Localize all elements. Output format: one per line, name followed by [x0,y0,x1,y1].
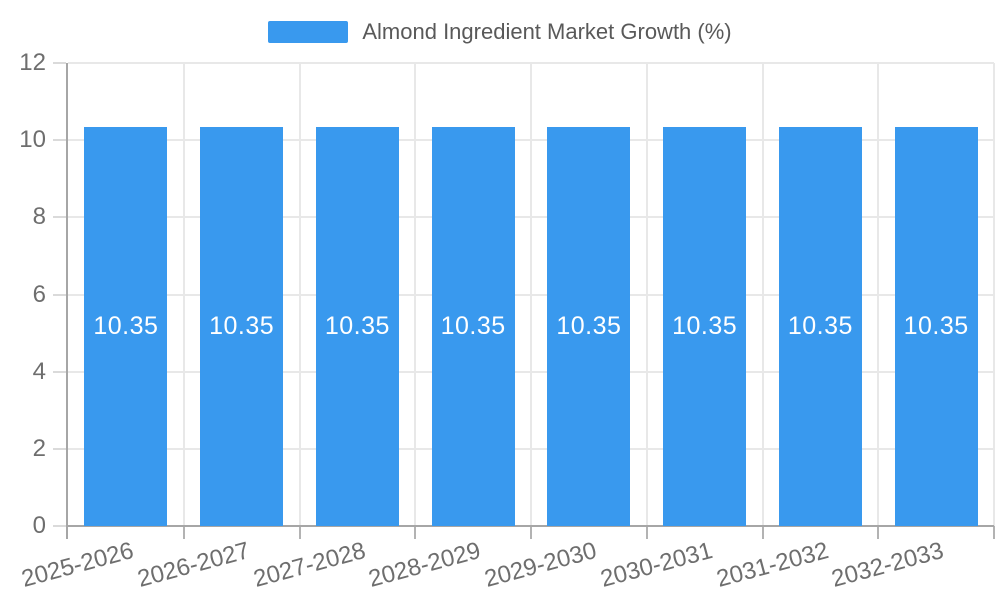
y-tick-label: 0 [32,512,46,539]
y-axis-tick [53,216,66,219]
y-tick-label: 12 [19,49,46,76]
x-axis-tick [414,526,417,539]
x-tick-label: 2025-2026 [18,537,137,593]
x-tick-label: 2027-2028 [250,537,369,593]
y-tick-label: 10 [19,126,46,154]
legend-swatch [268,21,349,43]
legend-item[interactable]: Almond Ingredient Market Growth (%) [0,20,1000,44]
x-axis-tick [761,526,764,539]
bar[interactable]: 10.35 [200,126,284,526]
gridline-v [182,63,185,526]
x-axis-tick [877,526,880,539]
x-axis-tick [298,526,301,539]
bar[interactable]: 10.35 [431,126,515,526]
gridline-v [761,63,764,526]
gridline-v [530,63,532,526]
x-tick-label: 2031-2032 [713,537,832,593]
x-tick-label: 2030-2031 [597,537,716,593]
bar-value-label: 10.35 [324,311,390,340]
bar[interactable]: 10.35 [894,126,978,526]
y-axis-tick [53,525,66,527]
gridline-v [877,63,880,526]
y-tick-label: 8 [32,203,46,231]
y-axis-tick [53,370,66,373]
bar-value-label: 10.35 [787,311,853,340]
bar-value-label: 10.35 [556,311,622,340]
legend-label: Almond Ingredient Market Growth (%) [362,19,732,44]
bar[interactable]: 10.35 [315,126,399,526]
y-axis-tick [53,447,66,450]
y-axis-line [66,63,68,539]
gridline-v [645,63,648,526]
x-axis-tick [645,526,648,539]
y-tick-label: 4 [32,357,46,385]
y-axis-tick [53,139,66,142]
bar[interactable]: 10.35 [663,126,747,526]
bar-value-label: 10.35 [93,311,159,340]
bar-value-label: 10.35 [440,311,506,340]
x-axis-tick [530,526,532,539]
y-tick-label: 2 [32,434,46,462]
y-tick-label: 6 [32,280,46,308]
gridline-v [298,63,301,526]
x-tick-label: 2028-2029 [365,537,484,593]
bar-value-label: 10.35 [903,311,969,340]
bar[interactable]: 10.35 [547,126,631,526]
gridline-v [993,63,995,526]
x-axis-line [66,525,994,527]
x-tick-label: 2032-2033 [828,537,947,593]
x-tick-label: 2026-2027 [134,537,253,593]
y-axis-tick [53,293,66,296]
bar[interactable]: 10.35 [84,126,168,526]
x-axis-tick [182,526,185,539]
bar-value-label: 10.35 [209,311,275,340]
x-axis-tick [993,526,995,539]
bar[interactable]: 10.35 [778,126,862,526]
bar-value-label: 10.35 [672,311,738,340]
y-axis-tick [53,62,66,64]
x-tick-label: 2029-2030 [481,537,600,593]
gridline-v [414,63,417,526]
